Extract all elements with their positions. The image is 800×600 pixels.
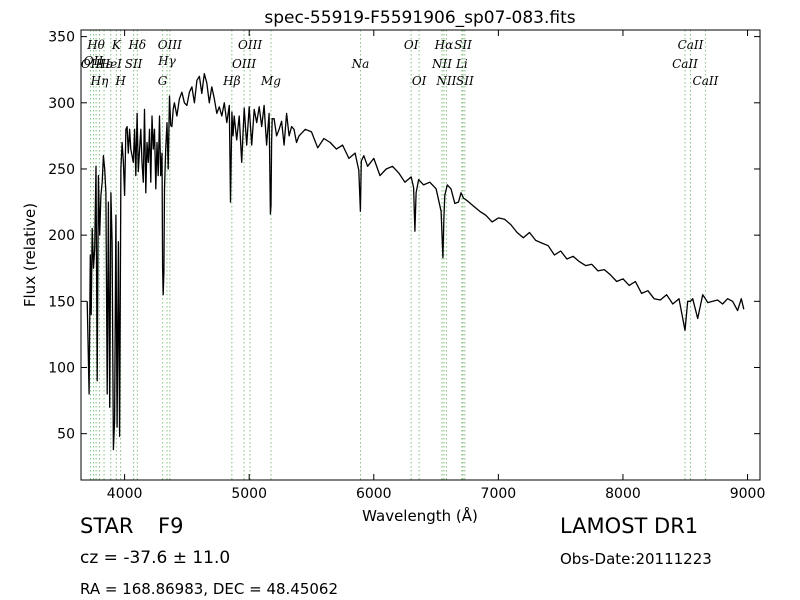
line-marker-label: CaII [693, 74, 719, 88]
y-tick-label: 300 [48, 96, 75, 112]
survey-name: LAMOST DR1 [560, 514, 699, 538]
line-marker-label: SII [456, 74, 474, 88]
coordinates: RA = 168.86983, DEC = 48.45062 [80, 580, 339, 598]
line-marker-label: OIII [238, 38, 262, 52]
y-axis: 50 100 150 200 250 300 350 [48, 30, 760, 443]
x-tick-label: 4000 [107, 486, 143, 502]
line-marker-label: K [111, 38, 122, 52]
line-marker-label: OIII [232, 57, 256, 71]
y-tick-label: 200 [48, 228, 75, 244]
line-marker-label: OI [404, 38, 419, 52]
line-marker-label: Na [351, 57, 370, 71]
obs-date: Obs-Date:20111223 [560, 550, 712, 568]
line-marker-label: Hθ [86, 38, 105, 52]
line-marker-label: Hδ [127, 38, 146, 52]
y-tick-label: 250 [48, 162, 75, 178]
line-marker-label: G [158, 74, 168, 88]
line-marker-label: CaII [678, 38, 704, 52]
line-marker-label: Hα [434, 38, 454, 52]
line-marker-label: Hη [90, 74, 109, 88]
line-marker-label: Hγ [157, 54, 176, 68]
x-tick-label: 5000 [231, 486, 267, 502]
redshift-readout: cz = -37.6 ± 11.0 [80, 548, 231, 568]
line-marker-label: Li [455, 57, 468, 71]
line-marker-label: CaII [672, 57, 698, 71]
line-marker-label: Hβ [222, 74, 240, 88]
x-tick-label: 9000 [730, 486, 766, 502]
plot-frame [80, 29, 761, 481]
line-marker-label: OII [84, 54, 104, 68]
y-tick-label: 150 [48, 294, 75, 310]
line-marker-label: NII [431, 57, 452, 71]
x-axis: 4000 5000 6000 7000 8000 9000 [107, 30, 766, 502]
subclass: F9 [158, 514, 184, 538]
emission-line-labels: OIIOIIHθHηHεHeIKHSIIHδGHγOIIIHβOIIIOIIIM… [81, 38, 719, 88]
x-tick-label: 8000 [605, 486, 641, 502]
x-tick-label: 7000 [481, 486, 517, 502]
y-tick-label: 100 [48, 361, 75, 377]
x-tick-label: 6000 [356, 486, 392, 502]
line-marker-label: H [114, 74, 126, 88]
line-marker-label: OII [81, 57, 101, 71]
line-marker-label: NII [435, 74, 456, 88]
spectrum-line [86, 73, 745, 451]
line-marker-label: OIII [158, 38, 182, 52]
line-marker-label: Hε [95, 57, 113, 71]
chart-title: spec-55919-F5591906_sp07-083.fits [264, 8, 575, 28]
object-type: STAR [80, 514, 134, 538]
x-axis-label: Wavelength (Å) [362, 506, 478, 525]
y-tick-label: 50 [57, 427, 75, 443]
y-axis-label: Flux (relative) [21, 203, 39, 307]
line-marker-label: SII [454, 38, 472, 52]
line-marker-label: OI [412, 74, 427, 88]
line-marker-label: SII [125, 57, 143, 71]
y-tick-label: 350 [48, 30, 75, 46]
line-marker-label: Mg [260, 74, 281, 88]
line-marker-label: HeI [99, 57, 123, 71]
